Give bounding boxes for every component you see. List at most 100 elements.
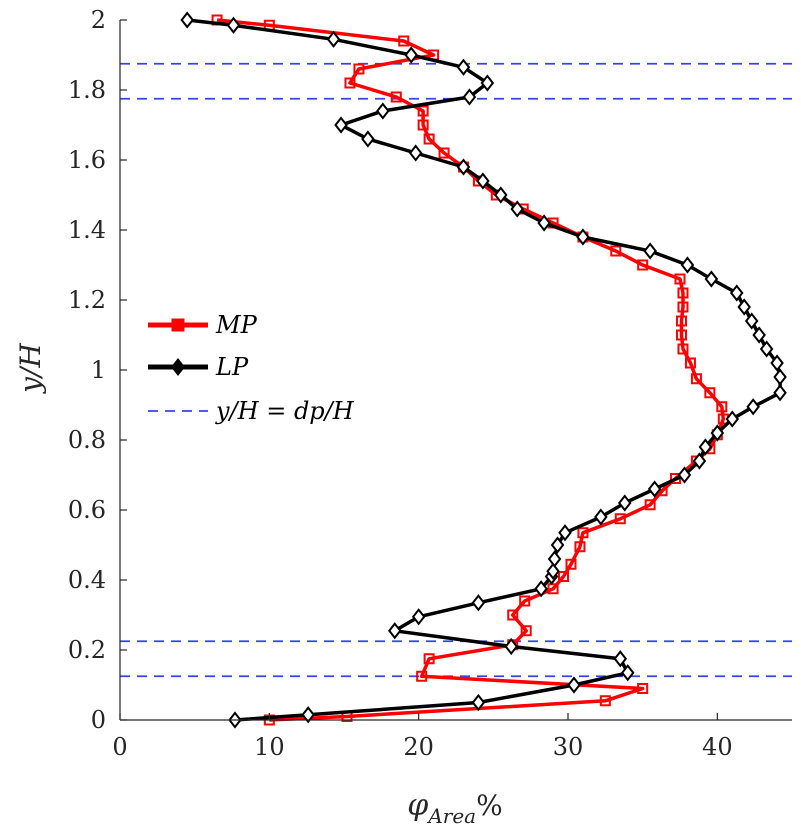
data-point-mp-4: [637, 683, 649, 694]
data-point-lp-42: [456, 158, 471, 176]
data-point-lp-38: [537, 214, 551, 232]
legend-diamond-marker: [171, 358, 185, 376]
legend-label: y/H = dp/H: [215, 397, 355, 425]
data-point-mp-10: [519, 595, 531, 607]
data-point-mp-11: [547, 583, 559, 595]
data-point-mp-34: [637, 259, 649, 271]
x-axis-label-subscript: Area: [426, 804, 476, 828]
series-layer: [180, 11, 787, 729]
data-point-mp-45: [417, 105, 429, 117]
data-point-lp-39: [510, 200, 524, 218]
data-point-mp-27: [684, 357, 696, 369]
data-point-lp-29: [759, 340, 774, 358]
data-point-mp-3: [599, 695, 611, 707]
series-lp: [180, 11, 787, 729]
data-point-mp-16: [614, 513, 626, 525]
data-point-lp-25: [746, 398, 760, 416]
data-point-mp-14: [574, 541, 586, 553]
data-point-lp-3: [471, 693, 486, 712]
data-point-lp-9: [411, 608, 426, 626]
y-tick-label: 1.4: [68, 216, 106, 244]
data-point-lp-23: [710, 424, 725, 442]
data-point-lp-47: [462, 88, 477, 106]
data-point-lp-27: [773, 368, 787, 386]
legend-label: MP: [215, 311, 258, 339]
data-point-mp-26: [690, 373, 702, 385]
data-point-mp-42: [438, 147, 450, 159]
x-tick-label: 20: [403, 733, 434, 761]
legend-item-1: MP: [148, 311, 258, 339]
reference-lines: [120, 62, 792, 678]
x-tick-label: 10: [254, 733, 285, 761]
y-tick-label: 1.6: [68, 146, 106, 174]
data-point-lp-19: [647, 480, 662, 498]
data-point-mp-17: [644, 499, 656, 511]
data-point-mp-46: [390, 91, 402, 103]
data-point-mp-44: [417, 119, 429, 131]
y-tick-label: 2: [91, 6, 106, 34]
data-point-lp-33: [729, 284, 744, 302]
data-point-lp-7: [504, 637, 519, 656]
data-point-mp-33: [674, 273, 686, 285]
data-point-lp-16: [558, 524, 572, 542]
y-tick-label: 0.4: [68, 566, 106, 594]
data-point-lp-4: [567, 676, 581, 694]
data-point-lp-41: [476, 172, 490, 190]
data-point-lp-52: [226, 16, 241, 34]
data-point-lp-48: [480, 74, 495, 92]
data-point-lp-51: [326, 30, 341, 48]
data-point-lp-44: [361, 130, 375, 148]
y-tick-label: 1.8: [68, 76, 106, 104]
data-point-lp-21: [692, 452, 707, 470]
data-point-lp-15: [550, 536, 565, 554]
data-point-lp-31: [744, 312, 759, 330]
data-point-lp-32: [737, 298, 751, 316]
x-tick-label: 0: [112, 733, 127, 761]
legend-item-2: LP: [148, 353, 249, 381]
data-point-lp-10: [471, 594, 486, 612]
y-tick-label: 0.2: [68, 636, 106, 664]
y-tick-label: 0.8: [68, 426, 106, 454]
data-point-lp-46: [376, 102, 390, 120]
data-point-mp-5: [416, 670, 428, 682]
data-point-mp-12: [558, 571, 570, 582]
data-point-lp-28: [770, 354, 784, 372]
y-axis-label: y/H: [14, 343, 47, 395]
x-axis-label: φArea%: [407, 788, 502, 828]
x-axis-label-symbol: φ: [407, 788, 428, 823]
data-point-lp-24: [725, 410, 740, 428]
data-point-mp-50: [398, 35, 410, 47]
data-point-mp-28: [677, 343, 689, 355]
legend-square-marker: [171, 318, 185, 332]
data-point-mp-32: [677, 287, 689, 299]
data-point-mp-35: [610, 245, 622, 257]
data-point-lp-5: [620, 664, 635, 682]
data-point-lp-49: [456, 58, 471, 76]
data-point-lp-40: [494, 186, 508, 204]
data-point-lp-50: [404, 46, 418, 64]
x-tick-label: 30: [553, 733, 584, 761]
data-point-lp-17: [594, 508, 608, 526]
data-point-mp-24: [716, 401, 728, 413]
data-point-lp-36: [643, 242, 657, 260]
data-point-mp-6: [423, 653, 435, 665]
x-tick-label: 40: [702, 733, 733, 761]
legend-item-3: y/H = dp/H: [148, 397, 355, 425]
data-point-lp-35: [680, 256, 695, 274]
data-point-lp-22: [698, 438, 713, 456]
data-point-lp-26: [773, 384, 787, 402]
legend: MP LP y/H = dp/H: [148, 311, 355, 425]
plot-area: [120, 11, 792, 729]
series-line-mp: [216, 18, 726, 722]
data-point-lp-20: [677, 466, 692, 484]
data-point-lp-53: [180, 11, 194, 29]
series-line-lp: [187, 18, 782, 722]
legend-label: LP: [215, 353, 249, 381]
data-point-lp-11: [534, 580, 548, 598]
data-point-lp-45: [334, 116, 348, 134]
data-point-lp-6: [613, 650, 628, 668]
y-tick-label: 1: [91, 356, 106, 384]
data-point-mp-31: [677, 301, 689, 313]
data-point-lp-2: [301, 706, 315, 724]
